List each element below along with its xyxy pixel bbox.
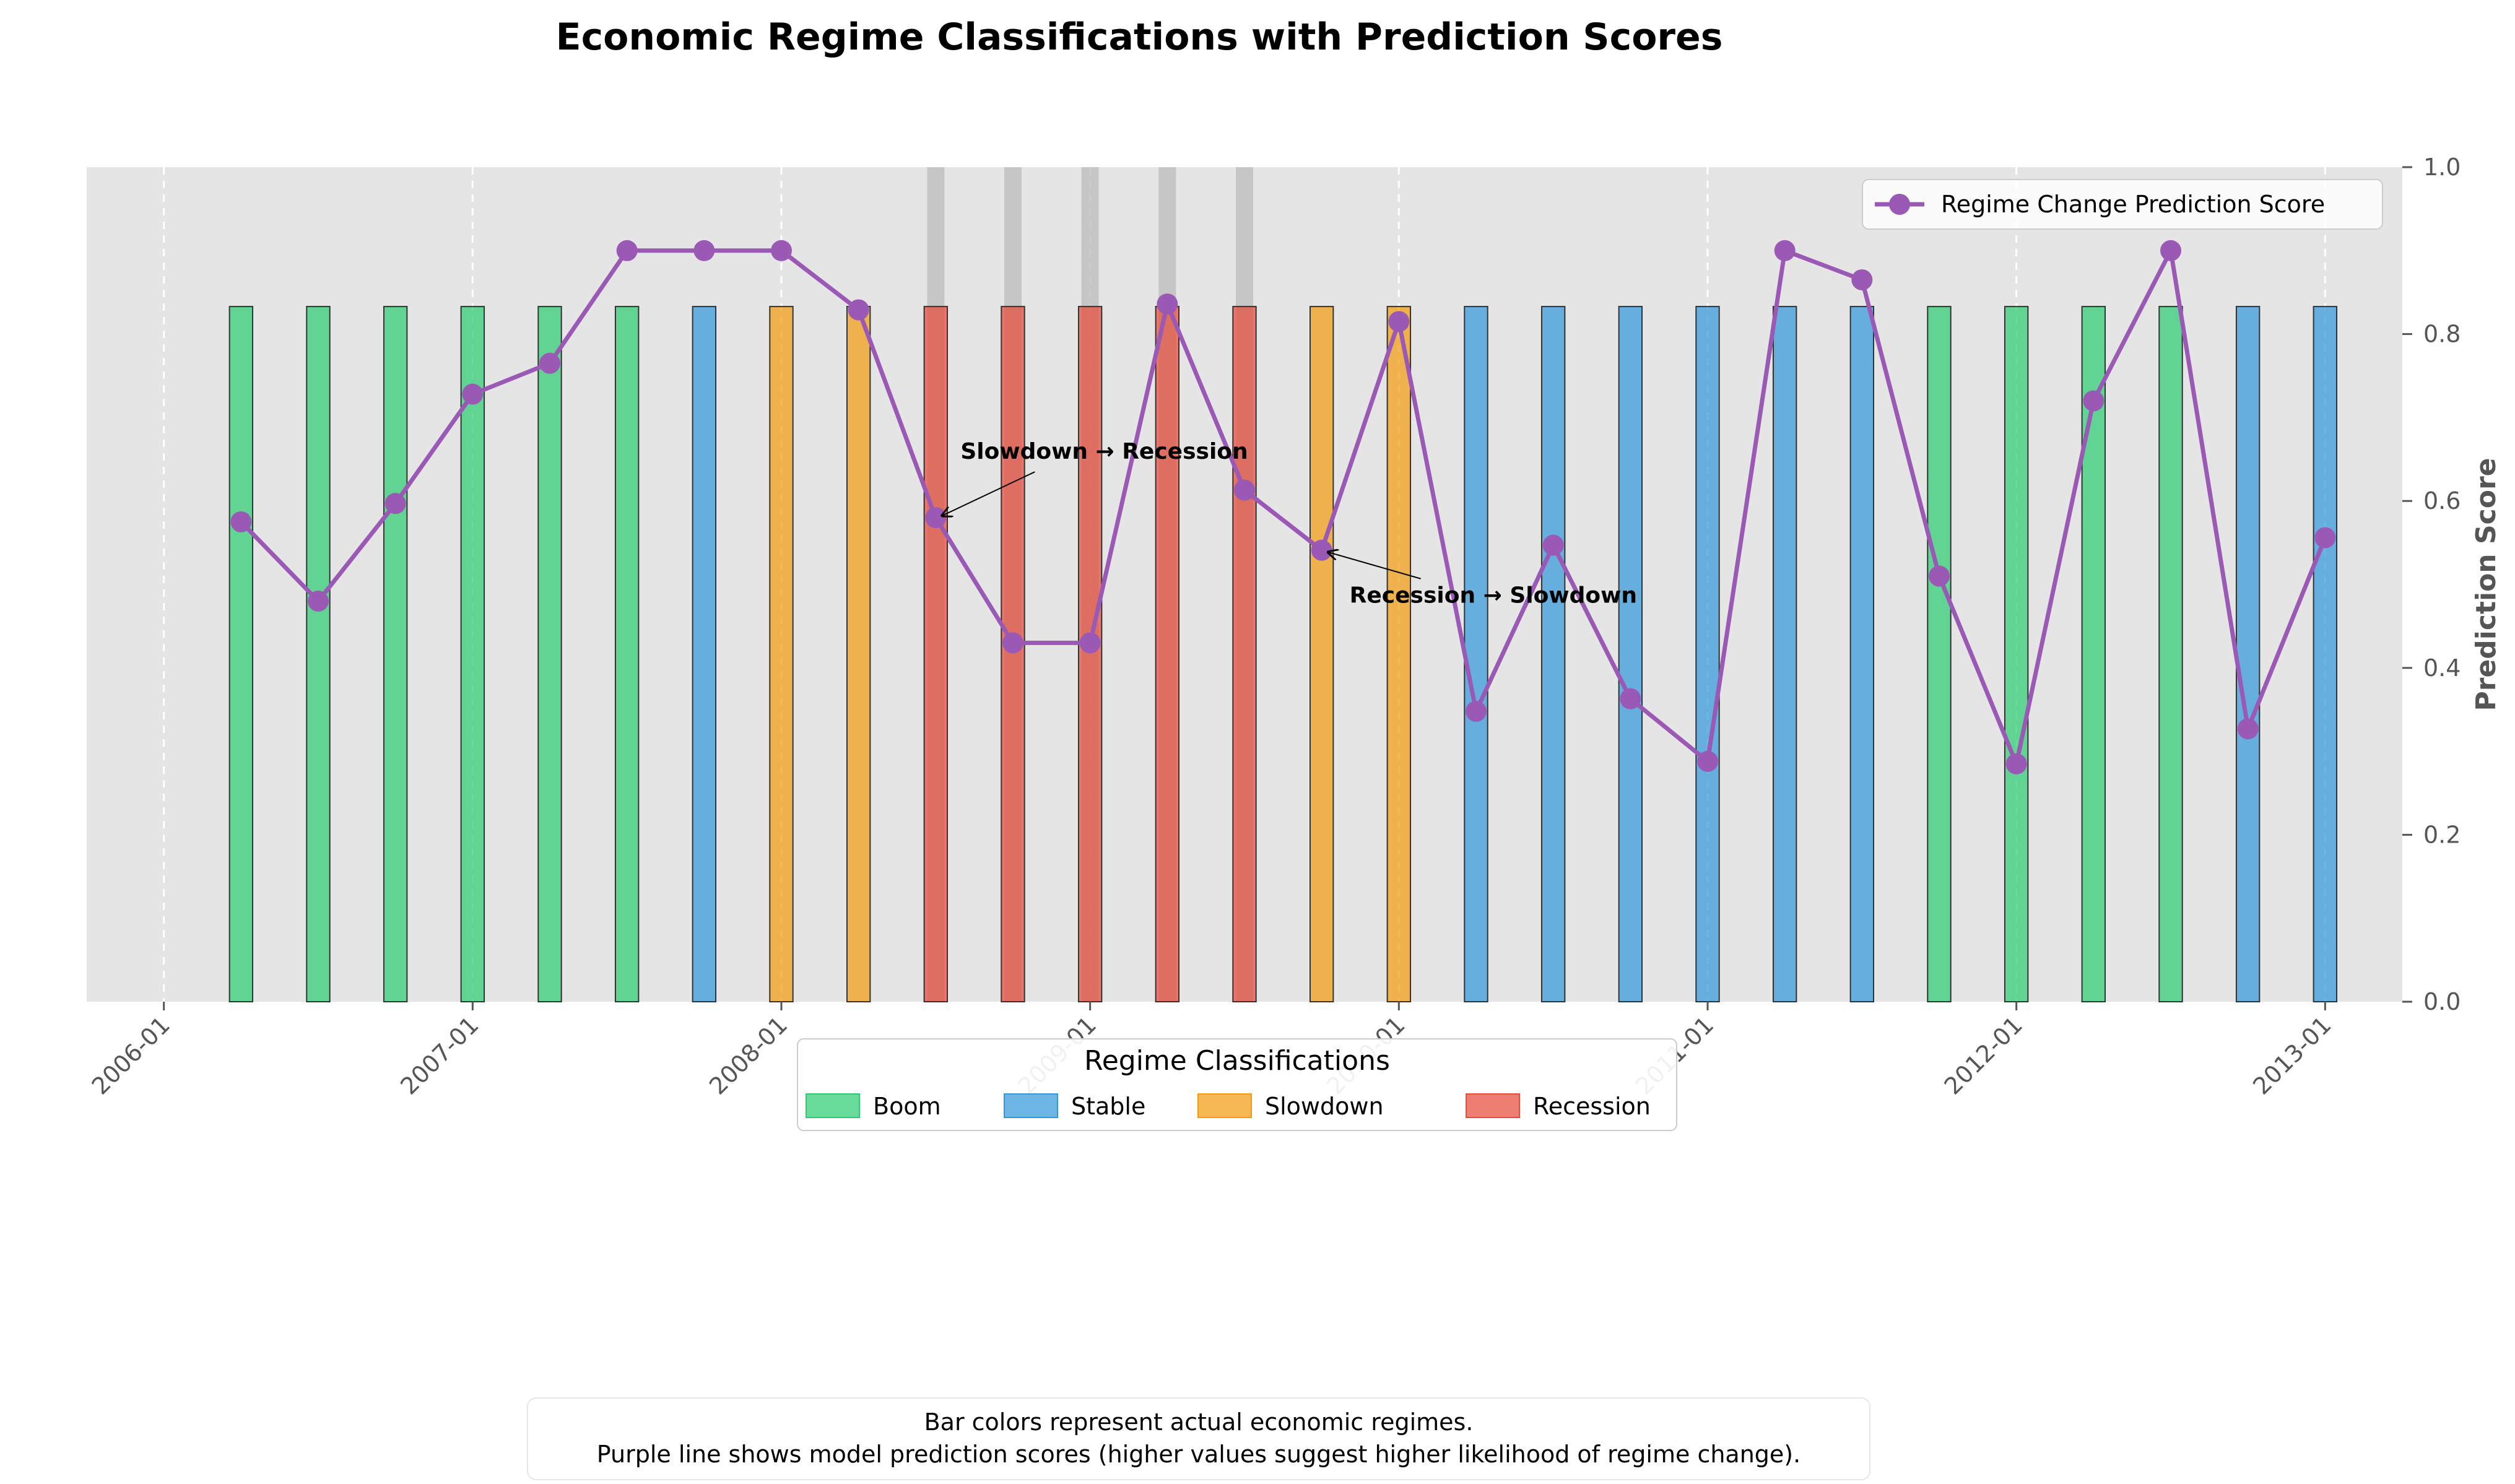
- regime-legend-label: Recession: [1533, 1093, 1651, 1120]
- regime-bar: [2081, 306, 2106, 1003]
- regime-bar: [1001, 306, 1025, 1003]
- prediction-point: [693, 240, 715, 261]
- regime-bar: [2313, 306, 2338, 1003]
- prediction-point: [771, 240, 792, 261]
- regime-bar: [1155, 306, 1180, 1003]
- y-tick-label: 0.4: [2423, 654, 2461, 682]
- regime-legend-swatch: [1466, 1093, 1520, 1118]
- prediction-point: [1234, 479, 1255, 501]
- regime-bar: [846, 306, 871, 1003]
- annotation-arrow: [942, 471, 1035, 516]
- x-tick-label: 2007-01: [395, 1011, 484, 1100]
- annotation-label: Recession → Slowdown: [1350, 583, 1637, 609]
- y-tick-label: 0.0: [2423, 988, 2461, 1015]
- x-tick-label: 2013-01: [2248, 1011, 2336, 1100]
- chart-title: Economic Regime Classifications with Pre…: [556, 15, 1723, 59]
- prediction-point: [1851, 269, 1873, 290]
- regime-legend-label: Slowdown: [1265, 1093, 1384, 1120]
- prediction-point: [1542, 534, 1564, 556]
- regime-bar: [2004, 306, 2029, 1003]
- regime-bar: [1618, 306, 1643, 1003]
- regime-bar: [383, 306, 408, 1003]
- footnote-line: Purple line shows model prediction score…: [597, 1441, 1800, 1468]
- prediction-point: [2083, 390, 2105, 412]
- regime-bars: [228, 306, 2338, 1003]
- regime-legend-swatch: [1197, 1093, 1252, 1118]
- regime-bar: [1232, 306, 1257, 1003]
- regime-bar: [2235, 306, 2261, 1003]
- prediction-point: [2160, 240, 2181, 261]
- prediction-point: [1388, 311, 1410, 332]
- regime-bar: [1772, 306, 1797, 1003]
- annotation-arrow: [1328, 552, 1421, 579]
- regime-bar: [923, 306, 949, 1003]
- y-axis: 0.0 0.2 0.4 0.6 0.8 1.0: [2402, 154, 2461, 1015]
- prediction-point: [616, 240, 638, 261]
- regime-bar: [228, 306, 254, 1003]
- regime-legend-swatch: [1004, 1093, 1058, 1118]
- prediction-point: [384, 493, 406, 514]
- regime-bar: [1540, 306, 1566, 1003]
- prediction-point: [848, 299, 869, 321]
- y-tick-label: 1.0: [2423, 154, 2461, 181]
- regime-bar: [1309, 306, 1334, 1003]
- prediction-point: [1697, 750, 1718, 772]
- footnote-bg: [527, 1397, 1870, 1480]
- line-legend-box: [1862, 179, 2383, 230]
- y-tick-label: 0.2: [2423, 821, 2461, 848]
- prediction-point: [2237, 718, 2259, 740]
- regime-bar: [769, 306, 794, 1003]
- prediction-point: [925, 507, 947, 529]
- regime-bar: [1849, 306, 1875, 1003]
- footnote-box: Bar colors represent actual economic reg…: [527, 1397, 1870, 1480]
- regime-bar: [614, 306, 640, 1003]
- annotations: Slowdown → Recession Recession → Slowdown: [942, 439, 1637, 609]
- prediction-point: [1079, 632, 1101, 654]
- regime-bar: [1927, 306, 1952, 1003]
- prediction-point: [1929, 565, 1950, 587]
- line-legend: Regime Change Prediction Score: [1862, 179, 2383, 230]
- prediction-point: [2314, 527, 2336, 549]
- prediction-point: [2005, 753, 2027, 775]
- regime-legend-label: Stable: [1071, 1093, 1145, 1120]
- prediction-point: [1157, 293, 1178, 315]
- y-tick-label: 0.6: [2423, 487, 2461, 514]
- prediction-point: [230, 511, 252, 532]
- regime-legend-label: Boom: [873, 1093, 941, 1120]
- prediction-point: [1620, 688, 1641, 709]
- regime-bar: [306, 306, 331, 1003]
- prediction-point: [1774, 240, 1796, 261]
- x-tick-label: 2012-01: [1939, 1011, 2028, 1100]
- prediction-line-path: [239, 248, 2327, 766]
- y-axis-label: Prediction Score: [2470, 458, 2502, 711]
- plot-area: Slowdown → Recession Recession → Slowdown: [87, 167, 2402, 1003]
- regime-bar: [2158, 306, 2183, 1003]
- annotation-label: Slowdown → Recession: [960, 439, 1248, 464]
- regime-bar: [460, 306, 485, 1003]
- prediction-point: [1311, 539, 1332, 561]
- line-legend-label: Regime Change Prediction Score: [1941, 191, 2325, 218]
- regime-legend: Regime Classifications Boom Stable Slowdown…: [797, 1038, 1677, 1131]
- prediction-point: [1466, 700, 1487, 722]
- regime-bar: [692, 306, 717, 1003]
- regime-bar: [1695, 306, 1720, 1003]
- prediction-point: [539, 352, 560, 374]
- regime-legend-swatch: [806, 1093, 860, 1118]
- regime-bar: [1077, 306, 1103, 1003]
- prediction-point: [462, 383, 484, 405]
- regime-legend-title: Regime Classifications: [1084, 1045, 1390, 1077]
- x-tick-label: 2006-01: [87, 1011, 175, 1100]
- y-tick-label: 0.8: [2423, 321, 2461, 348]
- regime-bar: [1386, 306, 1412, 1003]
- line-legend-marker: [1889, 194, 1910, 215]
- regime-bar: [537, 306, 562, 1003]
- prediction-point: [308, 590, 329, 612]
- prediction-point: [1002, 632, 1023, 654]
- regime-bar: [1464, 306, 1488, 1003]
- footnote-line: Bar colors represent actual economic reg…: [924, 1408, 1474, 1436]
- x-tick-label: 2008-01: [704, 1011, 793, 1100]
